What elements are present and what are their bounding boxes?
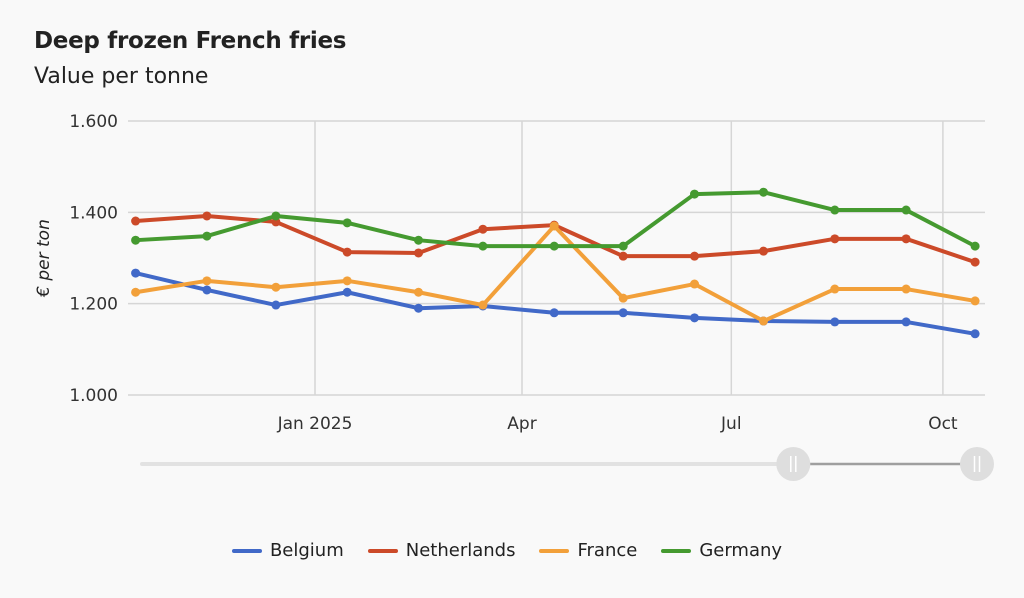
data-point[interactable]: [342, 276, 352, 286]
range-slider[interactable]: [140, 447, 994, 481]
x-tick-label: Jan 2025: [277, 414, 353, 434]
data-point[interactable]: [414, 303, 423, 313]
data-point[interactable]: [690, 251, 699, 261]
data-point[interactable]: [131, 216, 141, 226]
data-point[interactable]: [618, 241, 628, 251]
data-point[interactable]: [342, 287, 352, 297]
chart-subtitle: Value per tonne: [34, 64, 209, 89]
data-point[interactable]: [830, 284, 840, 294]
data-point[interactable]: [759, 316, 768, 326]
data-point[interactable]: [690, 279, 699, 289]
legend-item-france[interactable]: France: [539, 540, 637, 561]
data-point[interactable]: [549, 308, 559, 318]
data-point[interactable]: [131, 235, 141, 245]
data-point[interactable]: [414, 287, 423, 297]
y-tick-label: 1.000: [69, 386, 118, 406]
series-germany: [131, 187, 980, 251]
data-point[interactable]: [414, 235, 423, 245]
data-point[interactable]: [342, 247, 352, 257]
y-axis-label: € per ton: [34, 219, 54, 298]
legend-label: Belgium: [269, 540, 344, 561]
legend-swatch: [661, 548, 692, 553]
data-point[interactable]: [478, 300, 488, 310]
y-tick-label: 1.200: [69, 295, 118, 315]
data-point[interactable]: [830, 234, 840, 244]
legend-label: Netherlands: [405, 540, 516, 561]
x-tick-label: Jul: [720, 414, 742, 434]
data-point[interactable]: [202, 231, 212, 241]
series-france: [131, 221, 980, 326]
data-point[interactable]: [414, 248, 423, 258]
data-point[interactable]: [970, 296, 980, 306]
data-point[interactable]: [271, 211, 281, 221]
chart-title: Deep frozen French fries: [34, 28, 347, 54]
legend-item-germany[interactable]: Germany: [661, 540, 782, 561]
data-point[interactable]: [690, 189, 699, 199]
data-point[interactable]: [271, 282, 281, 292]
data-point[interactable]: [901, 234, 911, 244]
slider-start-handle[interactable]: [776, 447, 811, 481]
data-point[interactable]: [970, 257, 980, 267]
data-point[interactable]: [618, 251, 628, 261]
data-point[interactable]: [342, 218, 352, 228]
legend-label: France: [577, 540, 638, 561]
x-tick-label: Apr: [507, 414, 536, 434]
data-point[interactable]: [759, 187, 768, 197]
legend-item-netherlands[interactable]: Netherlands: [367, 540, 516, 561]
y-tick-label: 1.400: [69, 203, 118, 223]
y-tick-label: 1.600: [69, 112, 118, 132]
data-point[interactable]: [901, 317, 911, 327]
data-point[interactable]: [901, 284, 911, 294]
legend: Belgium Netherlands France Germany: [0, 540, 1024, 561]
data-point[interactable]: [901, 205, 911, 215]
data-point[interactable]: [478, 241, 488, 251]
data-point[interactable]: [131, 287, 141, 297]
legend-swatch: [539, 548, 570, 553]
legend-label: Germany: [699, 540, 783, 561]
x-tick-label: Oct: [928, 414, 958, 434]
data-point[interactable]: [759, 246, 768, 256]
data-point[interactable]: [202, 211, 212, 221]
data-point[interactable]: [549, 221, 559, 231]
data-point[interactable]: [618, 293, 628, 303]
data-point[interactable]: [131, 268, 141, 278]
data-point[interactable]: [970, 329, 980, 339]
data-point[interactable]: [478, 224, 488, 234]
data-point[interactable]: [690, 313, 699, 323]
data-point[interactable]: [202, 276, 212, 286]
slider-end-handle[interactable]: [960, 447, 994, 481]
legend-swatch: [231, 548, 262, 553]
data-point[interactable]: [618, 308, 628, 318]
data-point[interactable]: [202, 285, 212, 295]
data-point[interactable]: [830, 205, 840, 215]
data-point[interactable]: [970, 241, 980, 251]
legend-swatch: [367, 548, 398, 553]
data-point[interactable]: [830, 317, 840, 327]
legend-item-belgium[interactable]: Belgium: [231, 540, 344, 561]
data-point[interactable]: [271, 300, 281, 310]
data-point[interactable]: [549, 241, 559, 251]
